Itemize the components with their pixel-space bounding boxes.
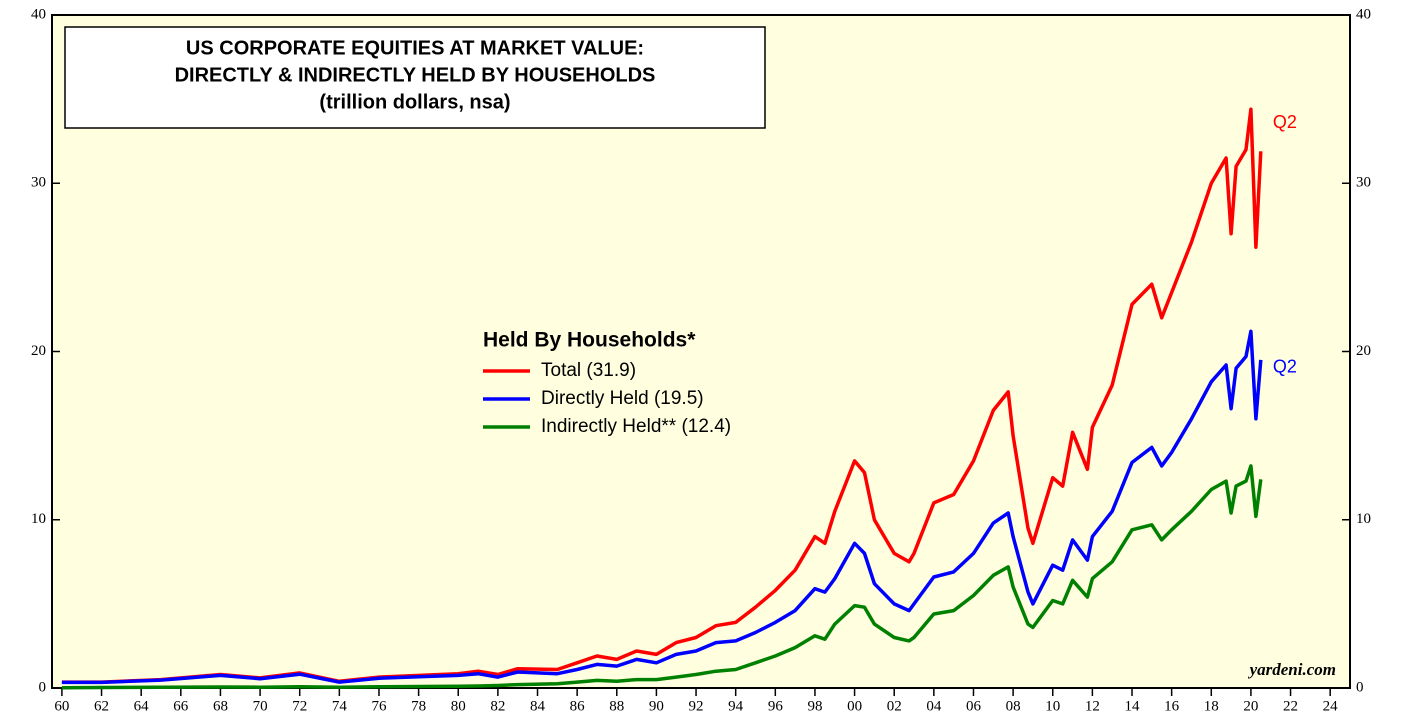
unit-note: (trillion dollars, nsa) [319,91,510,113]
x-tick-label: 10 [1045,698,1060,714]
x-tick-label: 64 [134,698,150,714]
source: yardeni.com [1248,660,1336,679]
x-tick-label: 04 [926,698,942,714]
title-box [64,26,766,129]
x-tick-label: 02 [887,698,902,714]
x-tick-label: 66 [173,698,189,714]
x-tick-label: 08 [1006,698,1021,714]
x-tick-label: 60 [54,698,69,714]
x-tick-label: 86 [570,698,586,714]
chart-subtitle: DIRECTLY & INDIRECTLY HELD BY HOUSEHOLDS [175,64,656,86]
x-tick-label: 74 [332,698,348,714]
y2-tick-label: 20 [1356,343,1371,359]
x-tick-label: 68 [213,698,228,714]
y2-tick-label: 0 [1356,679,1364,695]
x-tick-label: 88 [609,698,624,714]
x-tick-label: 70 [253,698,268,714]
x-tick-label: 98 [807,698,822,714]
x-tick-label: 96 [768,698,784,714]
y2-tick-label: 30 [1356,175,1371,191]
x-tick-label: 14 [1125,698,1141,714]
x-tick-label: 20 [1243,698,1258,714]
x-tick-label: 18 [1204,698,1219,714]
x-tick-label: 80 [451,698,466,714]
x-tick-label: 22 [1283,698,1298,714]
series-line [61,329,1263,685]
x-tick-label: 12 [1085,698,1100,714]
y-tick-label: 30 [31,175,46,191]
x-tick-label: 90 [649,698,664,714]
legend-label: Indirectly Held** (12.4) [541,416,731,437]
x-tick-label: 82 [490,698,505,714]
y-tick-label: 40 [31,6,46,22]
series-line [61,464,1263,690]
y2-tick-label: 40 [1356,6,1371,22]
x-tick-label: 92 [689,698,704,714]
annotation: Q2 [1273,112,1297,132]
chart-title: US CORPORATE EQUITIES AT MARKET VALUE: [186,37,644,59]
x-tick-label: 72 [292,698,307,714]
x-tick-label: 62 [94,698,109,714]
x-tick-label: 00 [847,698,862,714]
y-tick-label: 10 [31,511,46,527]
y-tick-label: 0 [39,679,47,695]
annotation: Q2 [1273,357,1297,377]
x-tick-label: 94 [728,698,744,714]
x-tick-label: 76 [371,698,387,714]
y-tick-label: 20 [31,343,46,359]
legend-label: Directly Held (19.5) [541,388,704,409]
x-tick-label: 16 [1164,698,1180,714]
x-tick-label: 24 [1323,698,1339,714]
x-tick-label: 84 [530,698,546,714]
series-line [61,107,1263,684]
x-tick-label: 78 [411,698,426,714]
legend-title: Held By Households* [483,329,696,352]
x-tick-label: 06 [966,698,982,714]
y2-tick-label: 10 [1356,511,1371,527]
legend-label: Total (31.9) [541,360,636,381]
